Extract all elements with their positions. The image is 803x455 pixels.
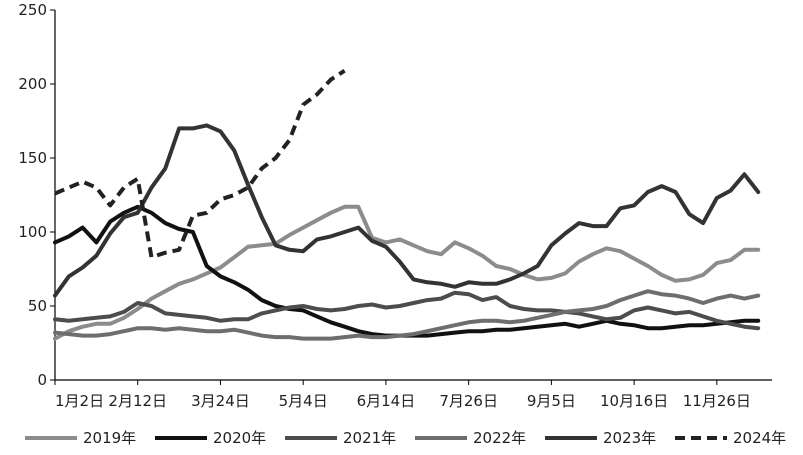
x-tick-label: 2月12日 [108, 392, 167, 410]
series-line-5 [54, 69, 346, 260]
series-lines [53, 69, 761, 341]
y-tick-label: 50 [28, 297, 47, 315]
series-line-2 [53, 290, 761, 331]
x-tick-label: 1月2日 [55, 392, 104, 410]
tick-labels: 0 50 100 150 200 250 1月2日 2月12日 3月24日 5月4日 6月14日 7月… [18, 1, 751, 410]
legend-label-2: 2021年 [343, 429, 396, 447]
series-line-4 [53, 123, 761, 298]
series-line-3 [53, 289, 761, 341]
legend-label-3: 2022年 [473, 429, 526, 447]
x-tick-label: 9月5日 [527, 392, 576, 410]
y-tick-label: 250 [18, 1, 47, 19]
legend-label-5: 2024年 [733, 429, 786, 447]
legend-label-1: 2020年 [213, 429, 266, 447]
series-line-0 [53, 204, 761, 341]
x-tick-label: 10月16日 [600, 392, 668, 410]
x-tick-label: 6月14日 [357, 392, 416, 410]
y-tick-label: 200 [18, 75, 47, 93]
x-tick-label: 7月26日 [439, 392, 498, 410]
x-tick-label: 3月24日 [191, 392, 250, 410]
legend-label-4: 2023年 [603, 429, 656, 447]
x-tick-label: 11月26日 [683, 392, 751, 410]
legend-label-0: 2019年 [83, 429, 136, 447]
x-tick-label: 5月4日 [279, 392, 328, 410]
y-tick-label: 150 [18, 149, 47, 167]
y-tick-label: 0 [37, 371, 47, 389]
legend: 2019年 2020年 2021年 2022年 2023年 2024年 [25, 429, 786, 447]
y-tick-label: 100 [18, 223, 47, 241]
